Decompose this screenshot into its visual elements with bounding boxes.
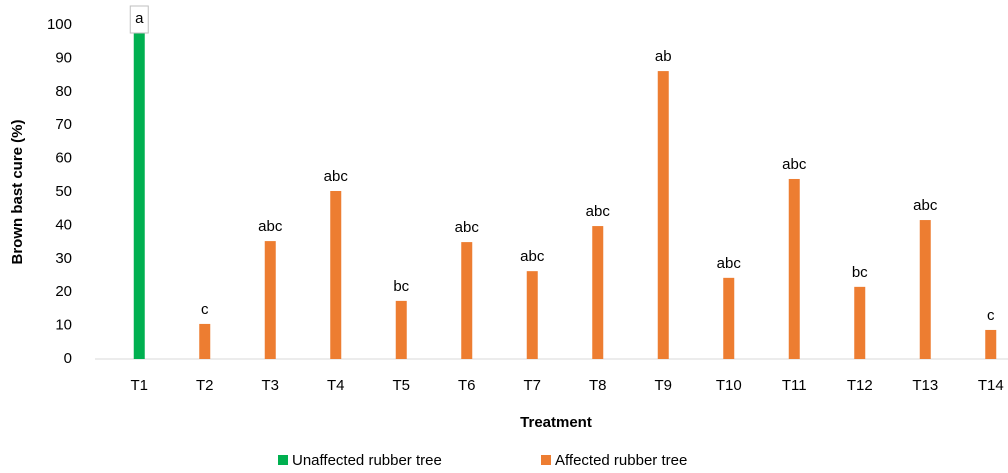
bar [854,286,866,359]
bar [788,178,800,359]
bar [461,242,473,359]
bar [526,271,538,359]
bar [985,329,997,359]
y-tick-label: 100 [47,16,72,33]
y-tick-label: 0 [64,350,72,367]
annotation: abc [520,248,545,265]
x-tick-label: T14 [978,377,1004,394]
bar [657,71,669,359]
bar [264,241,276,359]
annotation: ab [655,48,672,65]
annotation: abc [455,219,480,236]
annotation: abc [782,156,807,173]
bar [395,300,407,359]
y-tick-label: 70 [55,116,72,133]
x-axis-label: Treatment [520,414,592,431]
legend-label: Unaffected rubber tree [292,452,442,469]
annotation: bc [393,278,409,295]
x-tick-label: T6 [458,377,476,394]
annotation: a [135,10,144,27]
legend-label: Affected rubber tree [555,452,687,469]
x-tick-label: T5 [392,377,410,394]
x-tick-label: T10 [716,377,742,394]
annotation: abc [258,218,283,235]
x-tick-label: T2 [196,377,214,394]
bar [330,190,342,359]
bar [919,220,931,359]
x-tick-label: T7 [523,377,541,394]
annotation: abc [324,168,349,185]
legend-swatch [541,455,551,465]
bar [133,31,145,360]
y-tick-label: 40 [55,216,72,233]
y-tick-label: 10 [55,317,72,334]
x-tick-label: T9 [654,377,672,394]
x-tick-label: T8 [589,377,607,394]
y-tick-label: 90 [55,49,72,66]
bar [592,226,604,359]
y-tick-label: 30 [55,250,72,267]
annotation: c [987,307,995,324]
x-tick-label: T11 [782,377,807,394]
x-tick-label: T4 [327,377,345,394]
x-tick-label: T3 [261,377,279,394]
bar [199,323,211,359]
annotation: abc [586,203,611,220]
legend-swatch [278,455,288,465]
y-tick-label: 80 [55,83,72,100]
x-tick-label: T13 [912,377,938,394]
annotation: abc [913,197,938,214]
y-axis-label: Brown bast cure (%) [9,119,26,264]
annotation: abc [717,255,742,272]
bar [723,277,735,359]
annotation: c [201,301,209,318]
y-tick-label: 20 [55,283,72,300]
annotation-box [129,5,149,34]
x-tick-label: T1 [130,377,148,394]
annotation: bc [852,264,868,281]
x-tick-label: T12 [847,377,873,394]
y-tick-label: 60 [55,150,72,167]
y-tick-label: 50 [55,183,72,200]
